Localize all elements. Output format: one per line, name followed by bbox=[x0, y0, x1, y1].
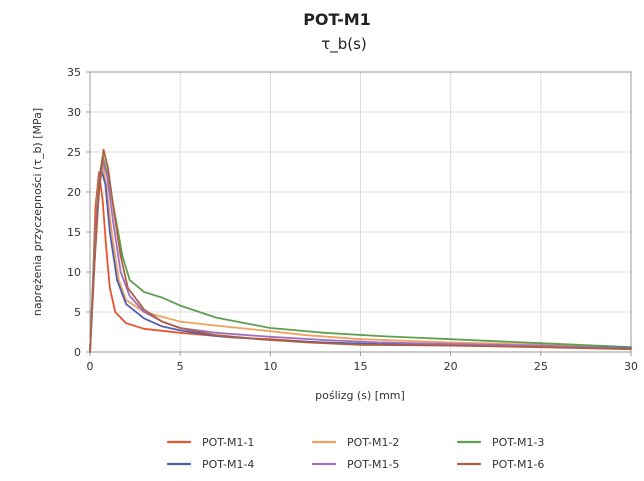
x-tick-label: 0 bbox=[87, 360, 94, 373]
legend-label: POT-M1-2 bbox=[347, 436, 399, 449]
x-tick-label: 30 bbox=[624, 360, 638, 373]
x-tick-label: 25 bbox=[534, 360, 548, 373]
series-lines bbox=[89, 148, 632, 353]
x-axis-label: poślizg (s) [mm] bbox=[315, 389, 405, 402]
y-tick-label: 25 bbox=[67, 146, 81, 159]
legend-label: POT-M1-3 bbox=[492, 436, 544, 449]
legend-label: POT-M1-5 bbox=[347, 458, 399, 471]
y-tick-label: 5 bbox=[74, 306, 81, 319]
y-tick-label: 35 bbox=[67, 66, 81, 79]
series-line-pot-m1-1 bbox=[89, 171, 313, 353]
legend-label: POT-M1-1 bbox=[202, 436, 254, 449]
axis-ticks: 0 5 10 15 20 25 30 0 5 10 15 20 25 30 35 bbox=[67, 66, 638, 373]
x-tick-label: 5 bbox=[177, 360, 184, 373]
y-tick-label: 15 bbox=[67, 226, 81, 239]
grid bbox=[89, 71, 632, 353]
y-tick-label: 0 bbox=[74, 346, 81, 359]
y-tick-label: 30 bbox=[67, 106, 81, 119]
x-tick-label: 15 bbox=[354, 360, 368, 373]
y-tick-label: 10 bbox=[67, 266, 81, 279]
legend: POT-M1-1 POT-M1-2 POT-M1-3 POT-M1-4 POT-M1-5… bbox=[166, 436, 544, 471]
y-tick-label: 20 bbox=[67, 186, 81, 199]
x-tick-label: 10 bbox=[263, 360, 277, 373]
chart-title: POT-M1 bbox=[303, 10, 371, 29]
x-tick-label: 20 bbox=[444, 360, 458, 373]
y-axis-label: naprężenia przyczepności (τ_b) [MPa] bbox=[31, 108, 44, 316]
legend-label: POT-M1-4 bbox=[202, 458, 254, 471]
series-line-pot-m1-6 bbox=[89, 148, 632, 353]
legend-label: POT-M1-6 bbox=[492, 458, 544, 471]
chart-subtitle: τ_b(s) bbox=[321, 35, 367, 54]
